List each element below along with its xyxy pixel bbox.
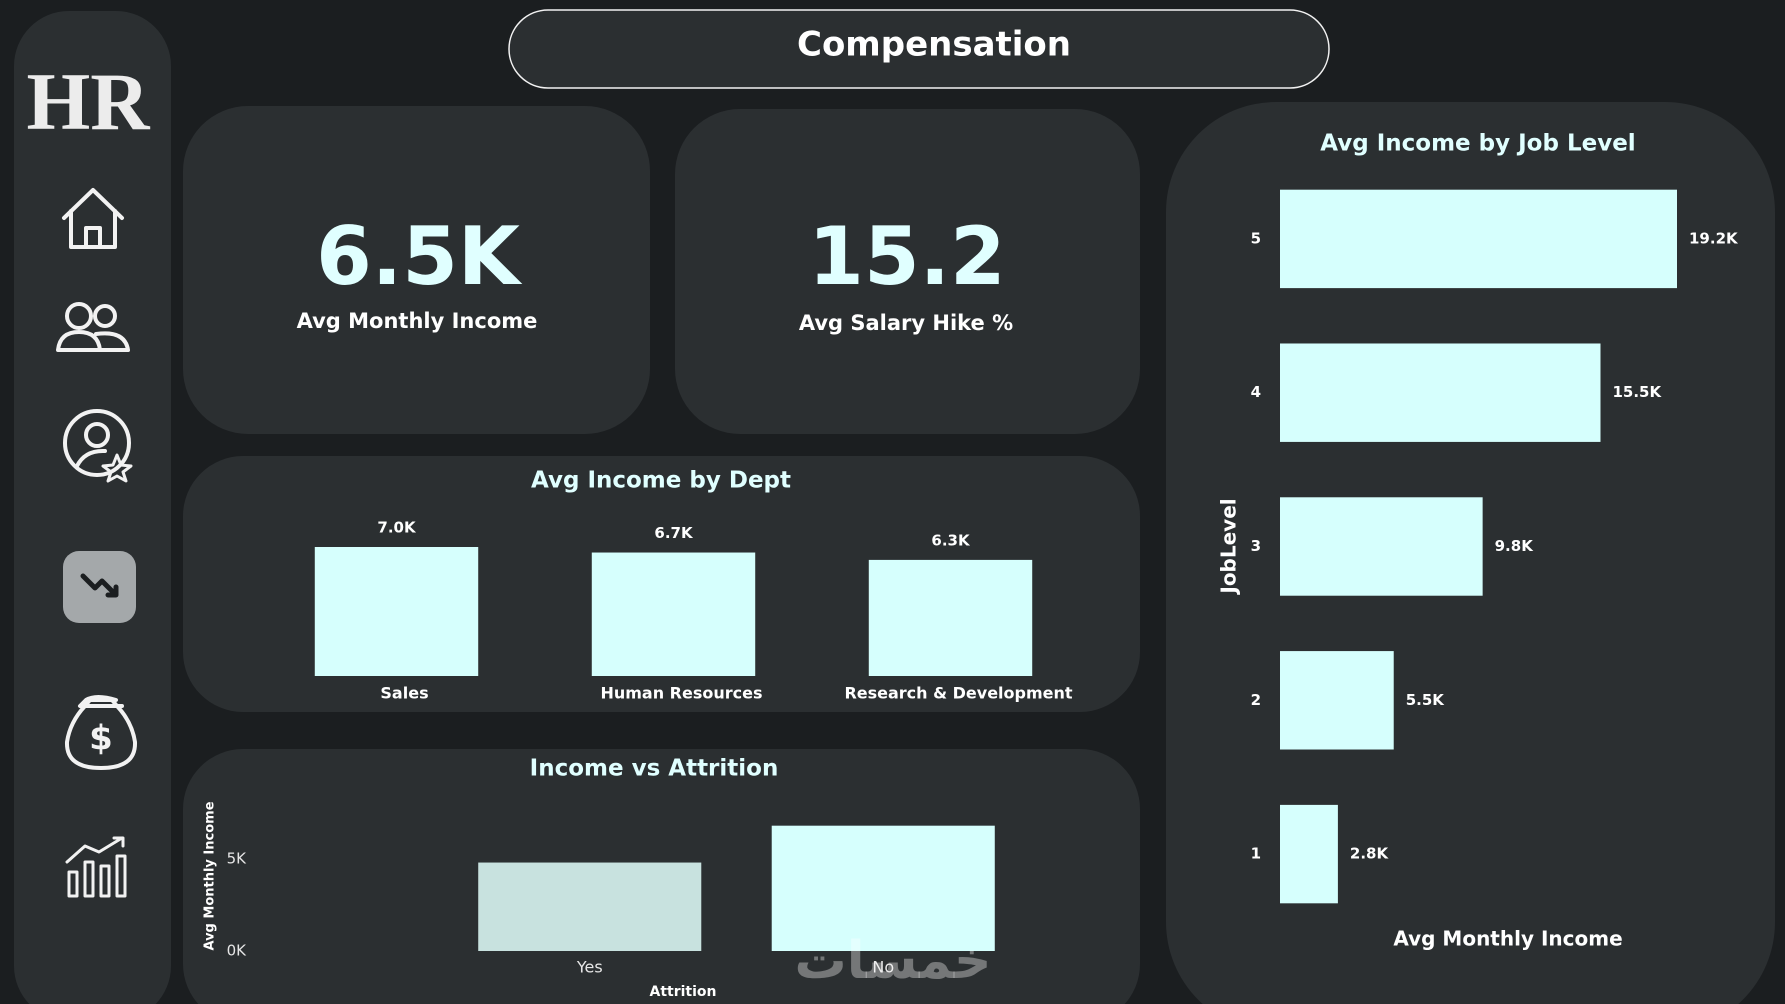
title-pill [508, 9, 1330, 89]
page-title: Compensation [797, 25, 1071, 65]
user-star-icon[interactable] [63, 409, 133, 483]
y-tick-label: 2 [1251, 691, 1261, 709]
bar [1280, 343, 1601, 442]
kpi-value: 6.5K [316, 210, 523, 303]
bar [868, 559, 1033, 676]
kpi-card [675, 109, 1140, 434]
nav-icons: $ [56, 188, 138, 898]
y-tick-label: 1 [1251, 845, 1261, 863]
kpi-label: Avg Monthly Income [297, 309, 538, 333]
y-tick-label: 4 [1251, 383, 1261, 401]
x-tick-label: Research & Development [844, 684, 1072, 703]
logo: HR [27, 56, 151, 147]
x-tick-label: Sales [380, 684, 428, 703]
chart-title: Avg Income by Dept [531, 468, 791, 494]
value-label: 15.5K [1612, 383, 1662, 401]
y-tick-label: 3 [1251, 537, 1261, 555]
bar [1280, 189, 1677, 289]
y-axis-label: JobLevel [1217, 498, 1241, 595]
bar [1280, 651, 1394, 750]
bar [591, 552, 756, 676]
x-tick-label: Human Resources [600, 684, 762, 703]
bar [771, 825, 995, 951]
chart-title: Income vs Attrition [530, 756, 779, 782]
value-label: 19.2K [1689, 229, 1739, 247]
value-label: 2.8K [1350, 845, 1390, 863]
value-label: 9.8K [1495, 537, 1535, 555]
kpi-label: Avg Salary Hike % [799, 311, 1013, 335]
y-tick-label: 5 [1251, 229, 1261, 247]
bar [1280, 497, 1483, 596]
bar [478, 862, 702, 951]
bar [1280, 804, 1338, 904]
kpi-card [183, 106, 650, 434]
value-label: 7.0K [377, 519, 417, 537]
x-axis-label: Avg Monthly Income [1393, 927, 1622, 951]
kpi-value: 15.2 [808, 210, 1005, 303]
chart-title: Avg Income by Job Level [1320, 131, 1635, 157]
chart-icon[interactable] [65, 836, 127, 898]
home-icon[interactable] [62, 188, 124, 249]
people-icon[interactable] [56, 302, 130, 352]
value-label: 6.3K [931, 531, 971, 549]
watermark: خمسات [794, 931, 991, 991]
x-axis-label: Attrition [650, 984, 717, 1000]
y-tick-label: 5K [227, 849, 248, 867]
dollar-sign: $ [89, 719, 113, 759]
value-label: 5.5K [1406, 691, 1446, 709]
trend-icon [80, 573, 119, 598]
x-tick-label: No [872, 958, 894, 977]
value-label: 6.7K [654, 524, 694, 542]
y-tick-label: 0K [227, 942, 248, 960]
bar [314, 547, 479, 676]
x-tick-label: Yes [576, 958, 603, 977]
sidebar [14, 11, 171, 1004]
money-icon[interactable]: $ [64, 695, 138, 770]
y-axis-label: Avg Monthly Income [203, 801, 218, 950]
